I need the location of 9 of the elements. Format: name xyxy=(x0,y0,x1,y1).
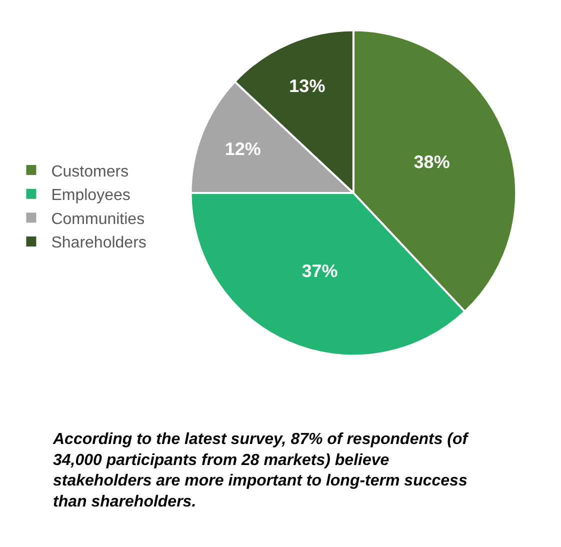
legend-label: Employees xyxy=(51,187,130,204)
data-label: 13% xyxy=(289,76,326,96)
legend-label: Communities xyxy=(51,210,145,228)
data-label: 38% xyxy=(414,152,450,172)
data-label: 12% xyxy=(224,139,261,160)
data-label: 37% xyxy=(302,260,338,281)
legend-label: Customers xyxy=(51,163,129,180)
text: According to the latest survey, 87% of respondents (of 34,000 participants from 28 markets) believe stakeholders are more important to long-term success than shareholders. xyxy=(52,431,470,510)
legend-label: Shareholders xyxy=(51,234,146,252)
